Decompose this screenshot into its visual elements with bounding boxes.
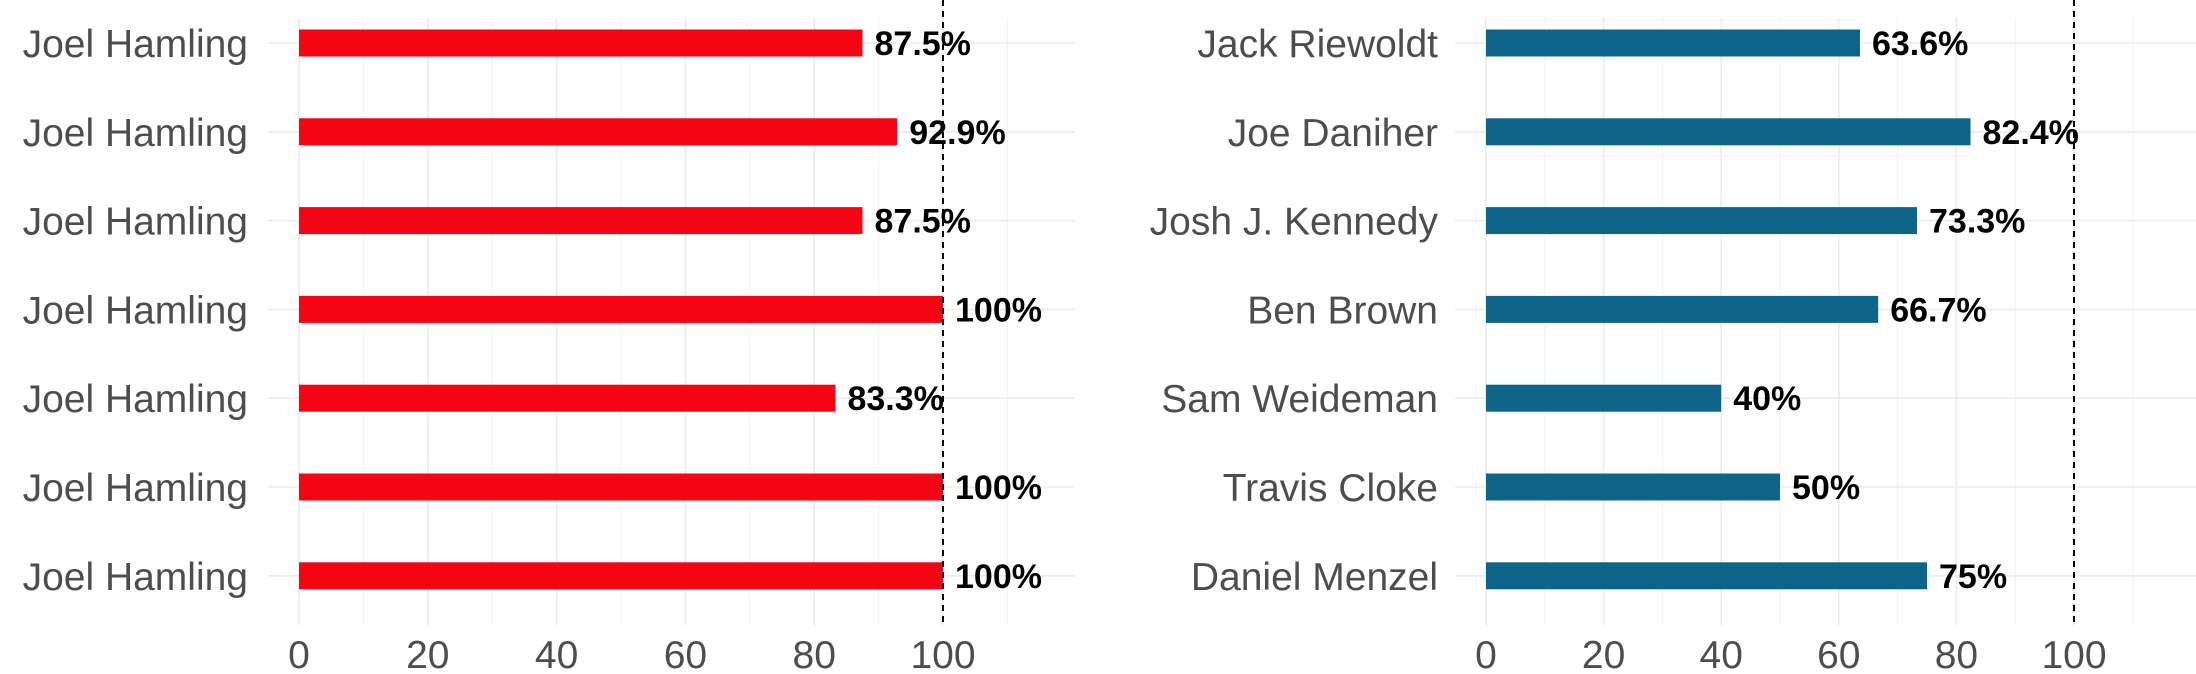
category-label: Travis Cloke (1223, 467, 1438, 510)
x-tick-label: 60 (664, 634, 707, 674)
data-label: 63.6% (1872, 25, 1968, 63)
bar (1486, 473, 1780, 501)
category-label: Joel Hamling (23, 467, 248, 510)
category-label: Ben Brown (1247, 289, 1438, 332)
data-label: 83.3% (847, 380, 943, 418)
category-label: Joel Hamling (23, 201, 248, 244)
x-tick-label: 0 (288, 634, 310, 674)
bar (1486, 118, 1971, 146)
right-panel: Jack Riewoldt 63.6% Joe Daniher 82.4% Josh J… (1150, 0, 2196, 674)
bar (299, 118, 898, 146)
bar (299, 207, 863, 235)
data-label: 73.3% (1929, 203, 2025, 241)
x-tick-label: 20 (406, 634, 449, 674)
bar (299, 384, 836, 412)
category-label: Joe Daniher (1228, 112, 1438, 155)
data-label: 66.7% (1890, 291, 1986, 329)
category-label: Joel Hamling (23, 556, 248, 599)
left-panel: Joel Hamling 87.5% Joel Hamling 92.9% Joel H… (23, 0, 1075, 674)
x-tick-label: 80 (1935, 634, 1978, 674)
bar (299, 473, 943, 501)
category-label: Sam Weideman (1161, 378, 1438, 421)
data-label: 92.9% (909, 114, 1005, 152)
bar (1486, 562, 1927, 590)
category-label: Joel Hamling (23, 289, 248, 332)
data-label: 87.5% (875, 25, 971, 63)
category-label: Jack Riewoldt (1197, 23, 1438, 66)
bar (1486, 384, 1722, 412)
data-label: 82.4% (1983, 114, 2079, 152)
bar (299, 295, 943, 323)
data-label: 100% (955, 469, 1042, 507)
x-tick-label: 60 (1817, 634, 1860, 674)
data-label: 40% (1733, 380, 1801, 418)
x-tick-label: 40 (535, 634, 578, 674)
x-tick-label: 0 (1475, 634, 1497, 674)
x-tick-label: 40 (1700, 634, 1743, 674)
data-label: 100% (955, 291, 1042, 329)
x-tick-label: 100 (910, 634, 975, 674)
category-label: Daniel Menzel (1191, 556, 1438, 599)
x-tick-label: 100 (2041, 634, 2106, 674)
data-label: 87.5% (875, 203, 971, 241)
bar (299, 29, 863, 57)
data-label: 100% (955, 558, 1042, 596)
data-label: 50% (1792, 469, 1860, 507)
x-tick-label: 80 (793, 634, 836, 674)
x-tick-label: 20 (1582, 634, 1625, 674)
bar (1486, 29, 1860, 57)
category-label: Joel Hamling (23, 112, 248, 155)
data-label: 75% (1939, 558, 2007, 596)
bar (299, 562, 943, 590)
category-label: Joel Hamling (23, 23, 248, 66)
category-label: Josh J. Kennedy (1150, 201, 1439, 244)
bar (1486, 207, 1918, 235)
category-label: Joel Hamling (23, 378, 248, 421)
bar (1486, 295, 1879, 323)
